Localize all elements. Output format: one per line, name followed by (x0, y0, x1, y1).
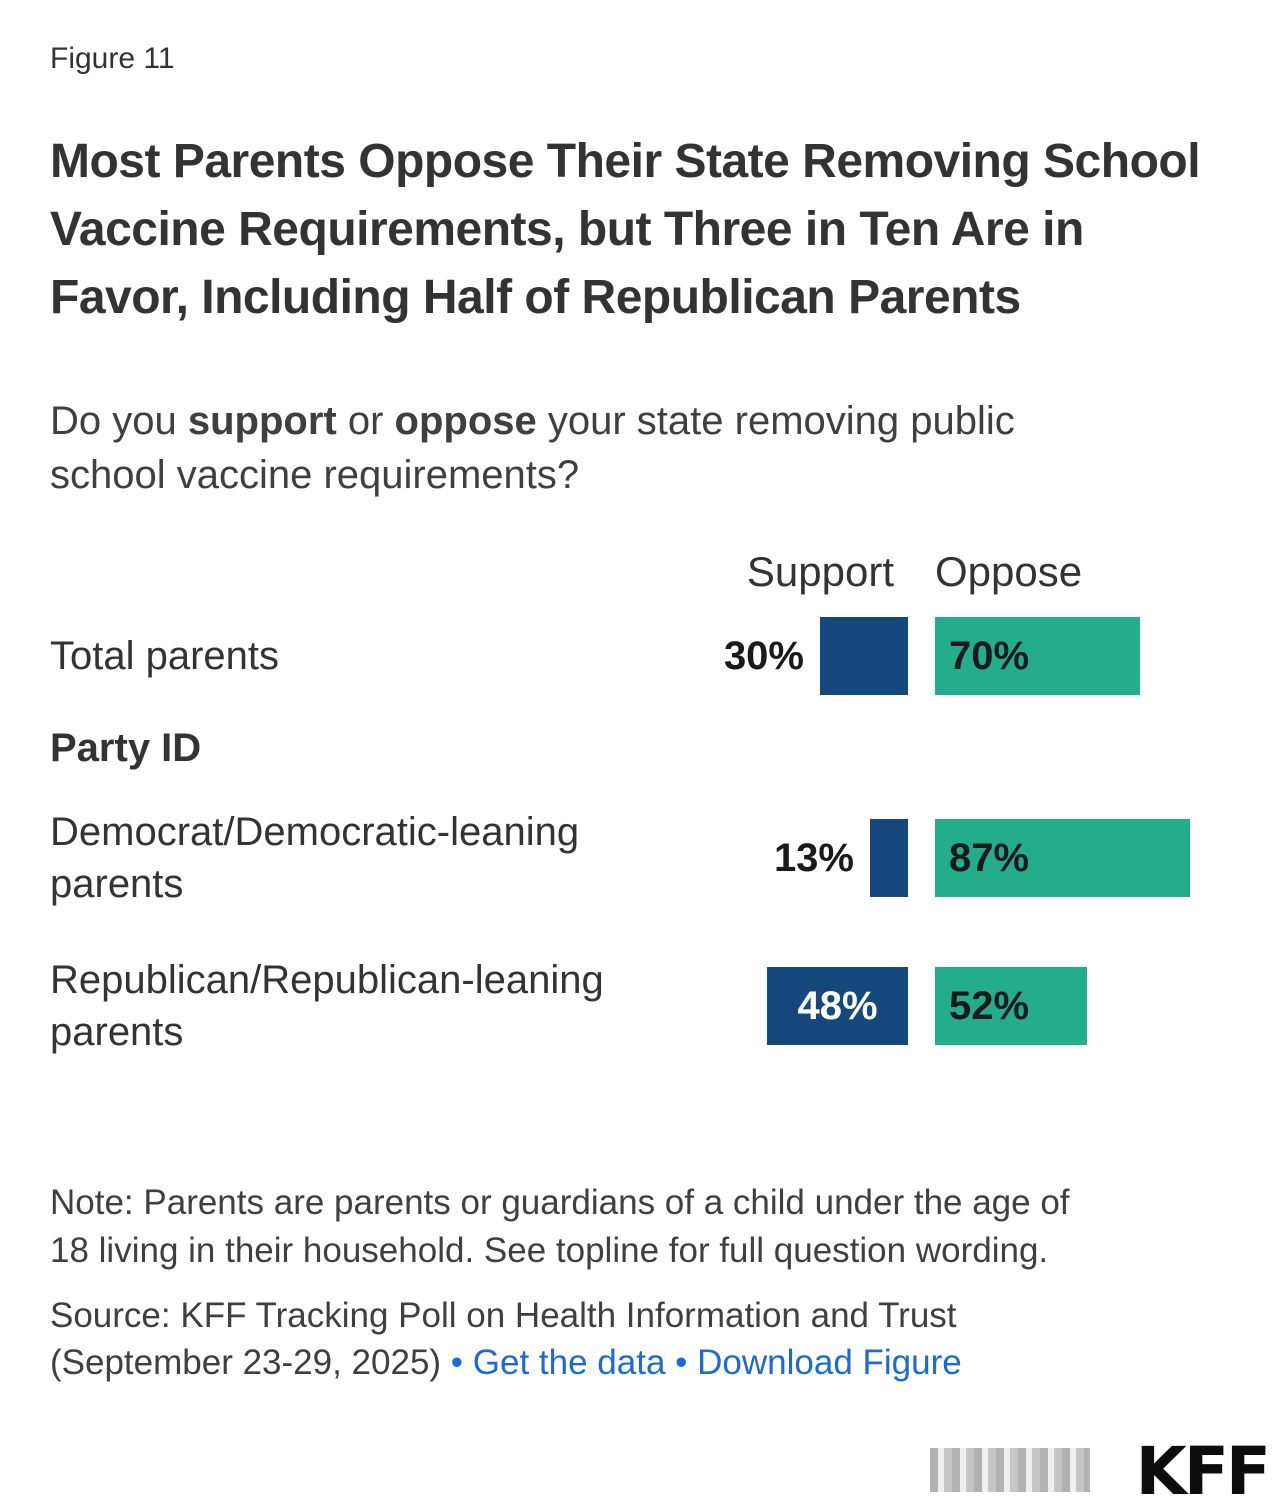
oppose-bar-total: 70% (935, 617, 1140, 696)
support-bar-republican: 48% (767, 967, 908, 1046)
figure-source: Source: KFF Tracking Poll on Health Info… (50, 1292, 1130, 1387)
oppose-value-label-democrat: 87% (949, 835, 1030, 880)
source-separator-1: • (441, 1343, 473, 1383)
chart-row-total-parents: Total parents 30% 70% (50, 616, 1230, 696)
question-middle: or (336, 399, 395, 444)
kff-logo-watermark: KFF (1135, 1433, 1271, 1510)
section-header-party-id: Party ID (50, 726, 202, 771)
support-bar-democrat (870, 819, 908, 898)
row-label-republican: Republican/Republican-leaning parents (50, 958, 604, 1055)
oppose-cell-democrat: 87% (908, 797, 1230, 919)
oppose-cell-republican: 52% (908, 945, 1230, 1067)
download-figure-link[interactable]: Download Figure (697, 1343, 962, 1383)
row-label-total-parents: Total parents (50, 634, 280, 679)
oppose-value-label-republican: 52% (949, 983, 1030, 1028)
survey-question: Do you support or oppose your state remo… (50, 394, 1130, 502)
paired-bar-chart: Support Oppose Total parents 30% 70% Par… (50, 548, 1230, 1067)
source-text: Source: KFF Tracking Poll on Health Info… (50, 1295, 957, 1383)
oppose-value-label-total: 70% (949, 633, 1030, 678)
support-bar-total (820, 617, 908, 696)
figure-title: Most Parents Oppose Their State Removing… (50, 135, 1201, 325)
question-oppose-word: oppose (394, 399, 537, 444)
chart-column-headers: Support Oppose (50, 548, 1230, 596)
source-separator-2: • (665, 1343, 698, 1383)
question-suffix: your state removing public school vaccin… (50, 399, 1015, 498)
get-the-data-link[interactable]: Get the data (472, 1343, 666, 1383)
support-cell-republican: 48% (660, 945, 908, 1067)
question-prefix: Do you (50, 399, 188, 444)
oppose-bar-republican: 52% (935, 967, 1087, 1046)
figure-note: Note: Parents are parents or guardians o… (50, 1183, 1070, 1270)
support-value-label-democrat: 13% (773, 835, 854, 880)
question-support-word: support (187, 399, 337, 444)
oppose-column-header: Oppose (935, 548, 1083, 596)
figure-label: Figure 11 (50, 42, 175, 75)
chart-row-republican: Republican/Republican-leaning parents 48… (50, 945, 1230, 1067)
oppose-bar-democrat: 87% (935, 819, 1190, 898)
watermark-glitch (930, 1448, 1090, 1492)
support-value-label-total: 30% (723, 633, 804, 678)
support-cell-democrat: 13% (660, 797, 908, 919)
support-value-label-republican: 48% (797, 983, 878, 1028)
support-cell-total: 30% (660, 616, 908, 696)
oppose-cell-total: 70% (908, 616, 1230, 696)
chart-row-democrat: Democrat/Democratic-leaning parents 13% … (50, 797, 1230, 919)
row-label-democrat: Democrat/Democratic-leaning parents (50, 810, 580, 907)
support-column-header: Support (746, 548, 894, 596)
